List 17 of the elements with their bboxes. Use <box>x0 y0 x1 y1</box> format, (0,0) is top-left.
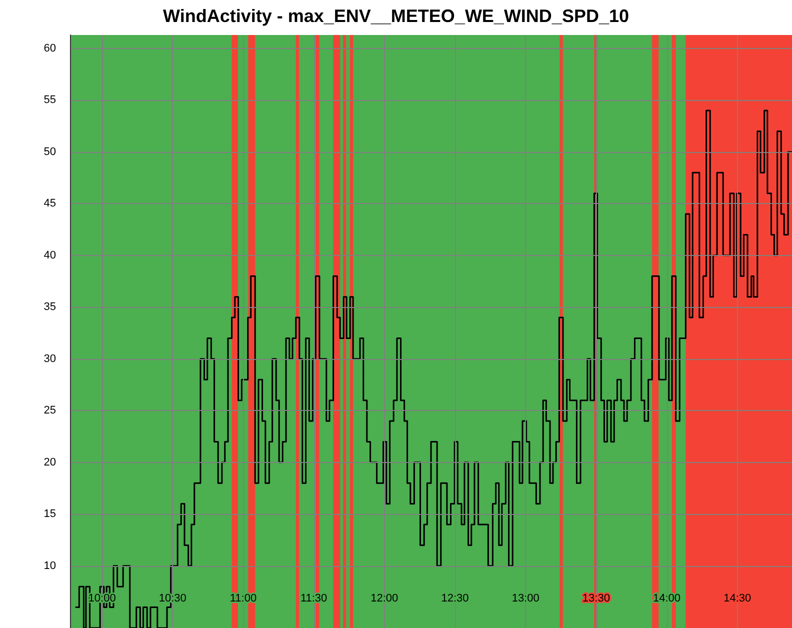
chart-title: WindActivity - max_ENV__METEO_WE_WIND_SPD_10 <box>163 6 629 26</box>
y-tick-label: 45 <box>44 198 56 210</box>
y-tick-label: 55 <box>44 94 56 106</box>
x-tick-label: 14:30 <box>724 592 752 604</box>
y-tick-label: 30 <box>44 352 56 365</box>
x-tick-label: 12:00 <box>370 592 398 604</box>
x-tick-label: 13:00 <box>512 592 540 604</box>
y-tick-label: 50 <box>44 146 56 158</box>
y-tick-label: 40 <box>44 249 56 262</box>
y-tick-label: 10 <box>44 560 56 572</box>
y-tick-label: 60 <box>44 42 56 54</box>
y-tick-label: 15 <box>44 508 56 520</box>
x-tick-label: 12:30 <box>441 592 469 604</box>
y-tick-label: 25 <box>44 404 56 417</box>
y-tick-label: 20 <box>44 456 56 468</box>
x-tick-label: 11:00 <box>230 592 257 604</box>
y-tick-label: 35 <box>44 301 56 314</box>
